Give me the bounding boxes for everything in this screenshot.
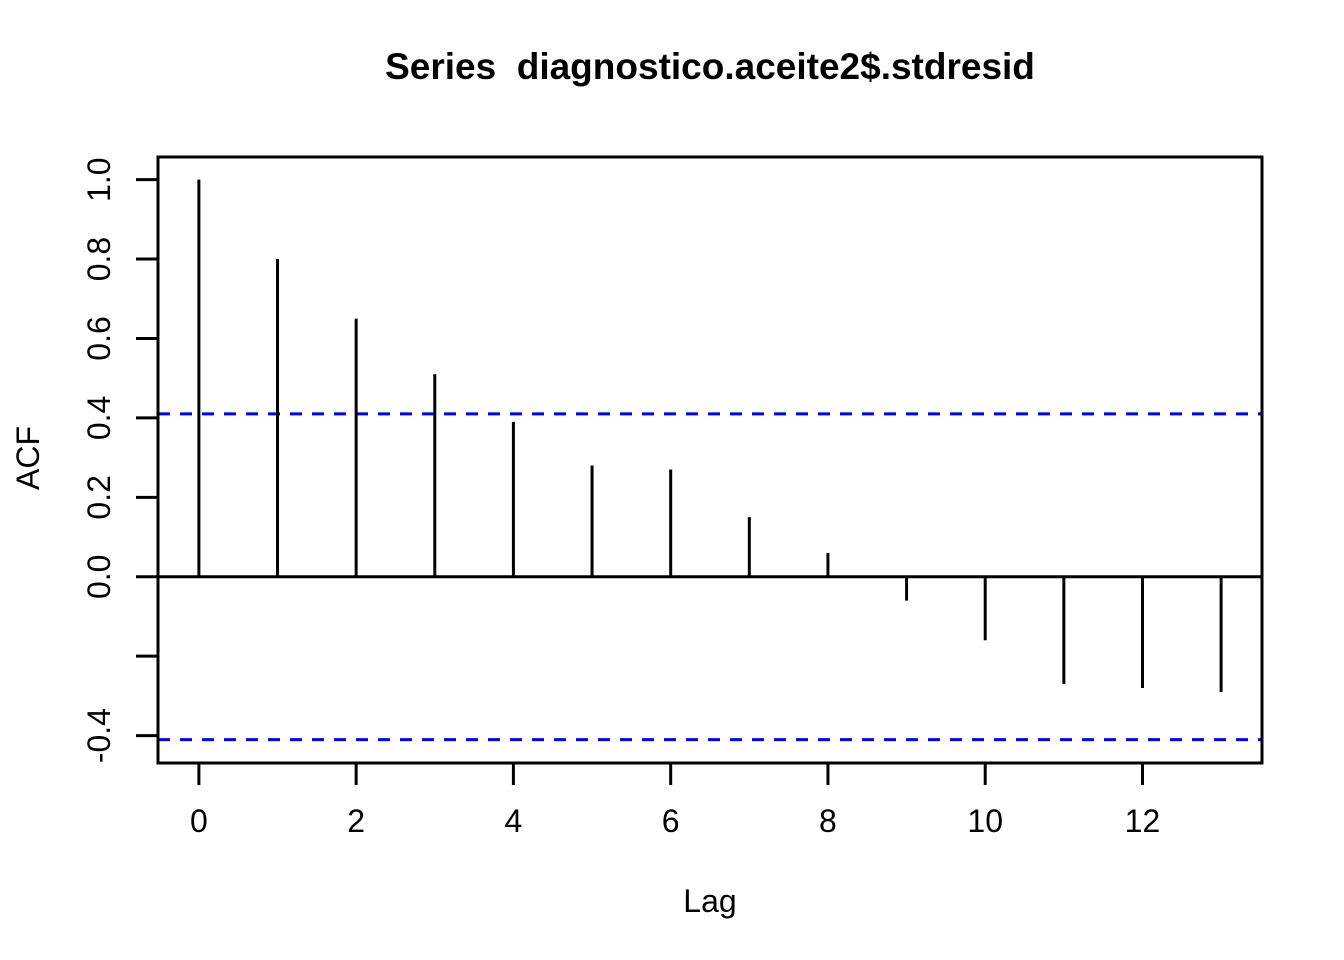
y-axis-title: ACF	[10, 426, 46, 490]
x-tick-label: 4	[505, 803, 523, 839]
y-tick-label: -0.4	[81, 708, 117, 763]
y-tick-label: 0.6	[81, 316, 117, 360]
x-axis-title: Lag	[683, 883, 737, 919]
x-tick-label: 12	[1125, 803, 1161, 839]
x-tick-label: 2	[347, 803, 365, 839]
x-tick-label: 8	[819, 803, 837, 839]
x-tick-label: 0	[190, 803, 208, 839]
y-tick-label: 1.0	[81, 157, 117, 201]
chart-title: Series diagnostico.aceite2$.stdresid	[385, 46, 1035, 87]
y-tick-label: 0.0	[81, 555, 117, 599]
x-tick-label: 10	[967, 803, 1003, 839]
y-tick-label: 0.8	[81, 237, 117, 281]
y-tick-label: 0.2	[81, 475, 117, 519]
x-tick-label: 6	[662, 803, 680, 839]
plot-box	[156, 155, 1264, 765]
y-tick-label: 0.4	[81, 396, 117, 440]
